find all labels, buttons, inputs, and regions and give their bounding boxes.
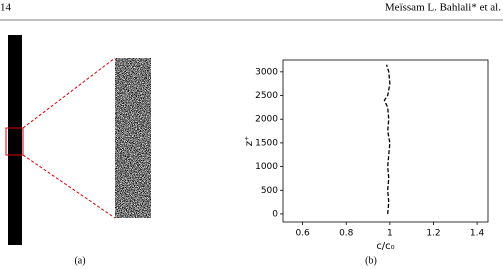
x-tick-label: 0.6 (295, 229, 310, 239)
zoom-box (5, 127, 24, 156)
x-tick-label: 1 (387, 229, 393, 239)
zoom-line (22, 57, 116, 129)
y-tick-label: 1000 (255, 162, 278, 172)
y-tick-label: 500 (261, 186, 278, 196)
caption: (a) (74, 255, 85, 266)
x-tick-label: 1.4 (470, 229, 485, 239)
y-tick-label: 0 (272, 209, 278, 219)
caption: (b) (365, 255, 377, 266)
x-axis-label: c/c₀ (376, 241, 394, 252)
plot-frame (282, 59, 489, 223)
data-line (383, 64, 391, 215)
y-tick-label: 1500 (255, 138, 278, 148)
page-number: 14 (0, 2, 12, 14)
y-tick-label: 2500 (255, 91, 278, 101)
zoom-line (22, 154, 116, 219)
column-image (8, 35, 22, 245)
running-head: Meïssam L. Bahlali* et al. (385, 2, 501, 14)
y-tick-label: 3000 (255, 67, 278, 77)
y-tick-label: 2000 (255, 115, 278, 125)
y-axis-label: z⁺ (244, 136, 255, 147)
zoom-image (115, 58, 151, 218)
x-tick-label: 1.2 (426, 229, 440, 239)
x-tick-label: 0.8 (339, 229, 354, 239)
